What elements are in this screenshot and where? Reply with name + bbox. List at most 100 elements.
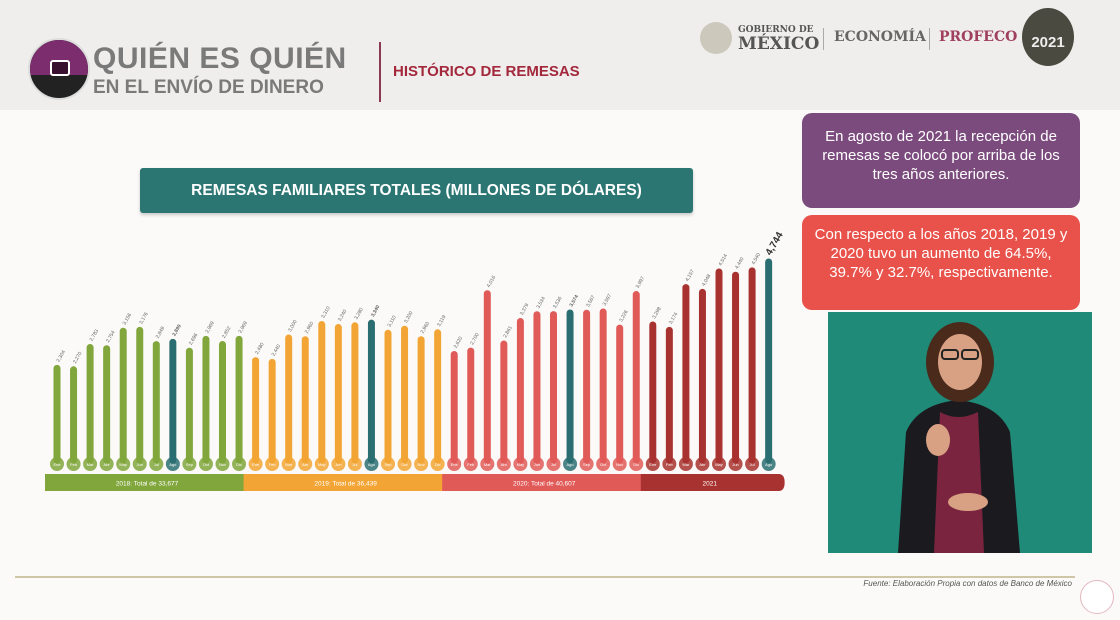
month-label: Jun bbox=[137, 462, 143, 467]
month-marker bbox=[182, 457, 197, 471]
value-label: 2,480 bbox=[254, 342, 266, 356]
month-marker bbox=[629, 457, 644, 471]
sign-language-interpreter-video bbox=[828, 312, 1092, 553]
month-label: Nov bbox=[418, 462, 425, 467]
month-label: Mar bbox=[87, 462, 95, 467]
economia-logo: ECONOMÍA bbox=[834, 29, 926, 45]
chart-title: REMESAS FAMILIARES TOTALES (MILLONES DE … bbox=[140, 168, 693, 213]
section-title: HISTÓRICO DE REMESAS bbox=[393, 63, 580, 80]
month-label: Abr bbox=[104, 462, 111, 467]
month-marker bbox=[596, 457, 611, 471]
month-label: Oct bbox=[203, 462, 210, 467]
value-label: 2,960 bbox=[420, 321, 432, 335]
value-label: 4,540 bbox=[751, 252, 763, 266]
month-label: Feb bbox=[467, 462, 475, 467]
value-label: 3,280 bbox=[353, 307, 365, 321]
value-label: 3,226 bbox=[618, 309, 630, 323]
month-label: Ago bbox=[368, 462, 376, 467]
month-label: Sep bbox=[583, 462, 591, 467]
divider bbox=[929, 28, 930, 50]
month-label: Feb bbox=[70, 462, 78, 467]
month-label: Dic bbox=[236, 462, 242, 467]
value-label: 4,514 bbox=[718, 253, 730, 267]
value-label: 2,899 bbox=[171, 323, 183, 337]
value-label: 3,200 bbox=[403, 310, 415, 324]
value-label: 4,440 bbox=[734, 256, 746, 270]
year-segment-2018 bbox=[45, 474, 257, 491]
value-label: 3,298 bbox=[651, 306, 663, 320]
month-label: Jul bbox=[352, 462, 357, 467]
month-label: Dic bbox=[435, 462, 441, 467]
info-box-august: En agosto de 2021 la recepción de remesa… bbox=[802, 113, 1080, 208]
year-segment-2021 bbox=[640, 474, 785, 491]
month-label: Mar bbox=[484, 462, 492, 467]
month-label: May bbox=[119, 462, 127, 467]
value-label: 2,270 bbox=[72, 351, 84, 365]
value-label: 3,110 bbox=[387, 314, 398, 328]
month-marker bbox=[430, 457, 445, 471]
value-label: 3,340 bbox=[370, 304, 382, 318]
month-marker bbox=[198, 457, 213, 471]
month-marker bbox=[265, 457, 280, 471]
month-marker bbox=[563, 457, 578, 471]
month-marker bbox=[397, 457, 412, 471]
value-label: 2,969 bbox=[204, 320, 216, 334]
interpreter-figure bbox=[898, 322, 1020, 553]
value-label: 3,997 bbox=[635, 276, 647, 290]
year-segment-label: 2019: Total de 36,439 bbox=[314, 481, 377, 488]
month-marker bbox=[50, 457, 64, 471]
month-marker bbox=[414, 457, 429, 471]
remittance-bar-chart: Ene 2,304 Feb 2,270 Mar 2,783 Abr 2,754 May 3,156… bbox=[45, 230, 786, 491]
month-marker bbox=[612, 457, 627, 471]
month-marker bbox=[281, 457, 296, 471]
gov-small-text: GOBIERNO DE bbox=[738, 25, 814, 35]
value-label: 2,304 bbox=[56, 349, 68, 363]
footer-divider bbox=[15, 576, 1075, 578]
month-label: May bbox=[517, 462, 525, 467]
divider bbox=[823, 28, 824, 50]
value-label: 2,783 bbox=[89, 328, 101, 342]
value-label: 3,119 bbox=[436, 314, 447, 328]
month-label: Oct bbox=[401, 462, 408, 467]
month-marker bbox=[83, 457, 98, 471]
month-marker bbox=[132, 457, 147, 471]
value-label: 4,744 bbox=[764, 230, 786, 258]
value-label: 3,156 bbox=[122, 312, 134, 326]
value-label: 2,960 bbox=[304, 321, 316, 335]
app-subtitle: EN EL ENVÍO DE DINERO bbox=[93, 77, 324, 98]
month-marker bbox=[695, 457, 710, 471]
month-marker bbox=[347, 457, 362, 471]
month-marker bbox=[215, 457, 230, 471]
month-label: Jun bbox=[534, 462, 540, 467]
value-label: 3,574 bbox=[569, 294, 581, 308]
month-marker bbox=[662, 457, 677, 471]
month-marker bbox=[480, 457, 495, 471]
month-marker bbox=[645, 457, 660, 471]
value-label: 3,379 bbox=[519, 302, 531, 316]
month-marker bbox=[116, 457, 131, 471]
value-label: 2,696 bbox=[188, 332, 200, 346]
month-label: Oct bbox=[600, 462, 607, 467]
year-segment-label: 2018: Total de 33,677 bbox=[116, 481, 179, 488]
month-label: Feb bbox=[269, 462, 277, 467]
month-marker bbox=[463, 457, 478, 471]
month-marker bbox=[149, 457, 164, 471]
value-label: 2,849 bbox=[155, 326, 167, 340]
month-marker bbox=[165, 457, 180, 471]
month-label: Nov bbox=[219, 462, 226, 467]
value-label: 2,969 bbox=[238, 320, 250, 334]
gobierno-seal-icon bbox=[1080, 580, 1114, 614]
month-label: Abr bbox=[699, 462, 706, 467]
month-label: Jul bbox=[551, 462, 556, 467]
value-label: 2,861 bbox=[502, 325, 514, 339]
month-label: Mar bbox=[285, 462, 293, 467]
value-label: 2,700 bbox=[469, 332, 481, 346]
month-label: Feb bbox=[666, 462, 674, 467]
value-label: 3,310 bbox=[320, 305, 332, 319]
month-label: Jun bbox=[335, 462, 341, 467]
info-box-comparison: Con respecto a los años 2018, 2019 y 202… bbox=[802, 215, 1080, 310]
value-label: 4,016 bbox=[486, 275, 498, 289]
source-note: Fuente: Elaboración Propia con datos de … bbox=[863, 579, 1072, 588]
value-label: 2,852 bbox=[221, 325, 233, 339]
month-label: Jun bbox=[732, 462, 738, 467]
